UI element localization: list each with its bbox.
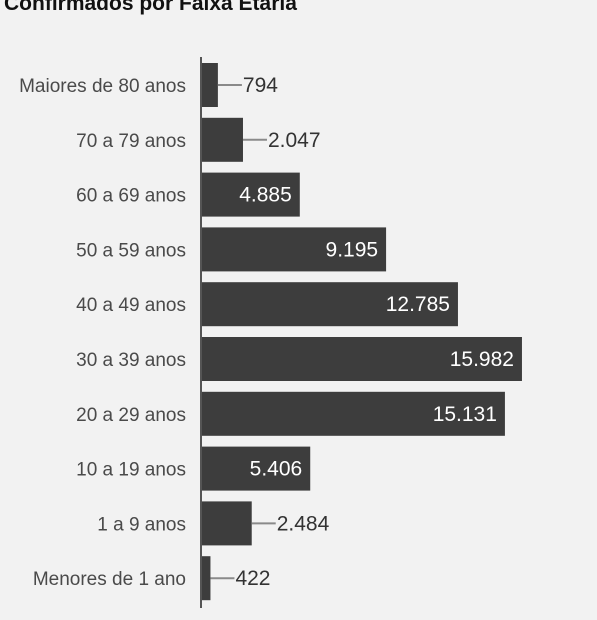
bar <box>202 227 387 272</box>
category-label: 1 a 9 anos <box>97 514 186 535</box>
value-label: 4.885 <box>239 184 292 207</box>
category-label: 60 a 69 anos <box>76 186 186 207</box>
chart-title: Confirmados por Faixa Etária <box>4 0 297 15</box>
category-label: 50 a 59 anos <box>76 240 186 261</box>
value-label: 12.785 <box>386 293 450 316</box>
category-label: 70 a 79 anos <box>76 131 186 152</box>
value-label: 794 <box>243 74 278 97</box>
bar <box>202 337 522 381</box>
category-label: 30 a 39 anos <box>76 350 186 371</box>
category-label: Maiores de 80 anos <box>19 76 186 97</box>
bar <box>202 391 505 436</box>
category-label: Menores de 1 ano <box>33 569 186 590</box>
value-label: 2.047 <box>268 129 321 152</box>
category-label: 10 a 19 anos <box>76 460 186 481</box>
value-label: 5.406 <box>250 458 303 481</box>
value-label: 2.484 <box>277 512 330 535</box>
value-label: 15.982 <box>450 348 514 371</box>
category-label: 40 a 49 anos <box>76 295 186 316</box>
bar <box>202 556 211 601</box>
value-label: 9.195 <box>326 238 379 261</box>
bar <box>202 63 218 107</box>
value-label: 422 <box>235 567 270 590</box>
value-label: 15.131 <box>433 403 497 426</box>
bar <box>202 282 458 327</box>
bar <box>202 501 252 546</box>
category-label: 20 a 29 anos <box>76 405 186 426</box>
bar <box>202 172 300 217</box>
bar <box>202 117 243 162</box>
bar <box>202 446 311 491</box>
